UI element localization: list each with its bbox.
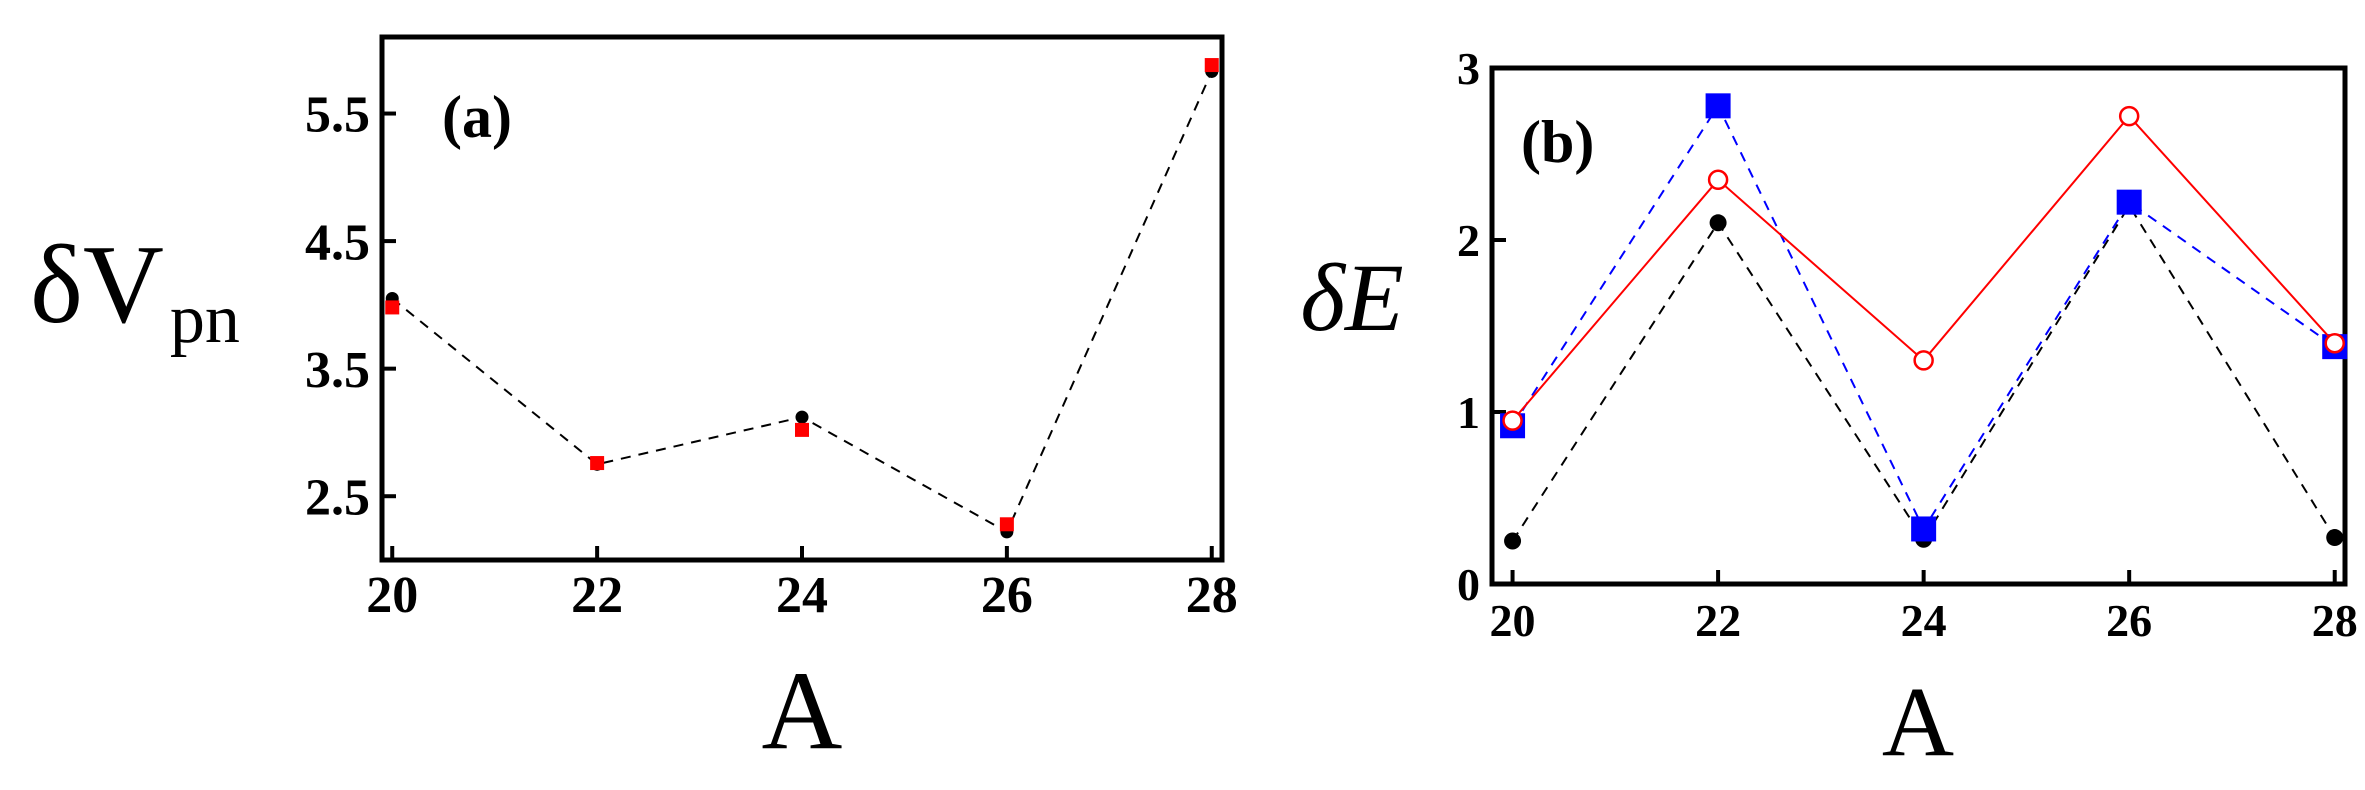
panel-b-y-tick-label: 0 <box>1457 559 1480 610</box>
panel-b-series-1-point <box>1504 532 1522 550</box>
panel-a-x-tick-label: 28 <box>1186 567 1238 624</box>
panel-b-series-1-line <box>1511 203 2336 542</box>
panel-a-series-2-point <box>795 422 809 437</box>
panel-b-series-2-point <box>1705 93 1731 119</box>
panel-b-series-3-point <box>2324 332 2345 354</box>
panel-a-panel-label: (a) <box>442 84 512 150</box>
panel-b-y-axis-label: δE <box>1300 244 1403 351</box>
panel-b-series-3-point <box>1913 350 1934 371</box>
panel-b-series-2-line <box>1511 103 2336 532</box>
panel-b-y-tick-label: 1 <box>1457 387 1480 438</box>
panel-a-series-2-point <box>590 456 605 471</box>
panel-b-y-axis-label-main: δE <box>1300 244 1403 351</box>
panel-a-x-tick-label: 22 <box>571 567 623 624</box>
panel-a-y-tick-label: 4.5 <box>305 214 370 271</box>
panel-a-series-2-point <box>999 517 1014 532</box>
panel-a-series-2-point <box>385 300 400 315</box>
panel-b-series-1 <box>1504 197 2344 550</box>
panel-a-x-tick-label: 20 <box>366 567 418 624</box>
panel-b-series-3-point <box>2118 105 2140 127</box>
panel-b-y-tick-label: 3 <box>1457 43 1480 94</box>
panel-b-series-3-point <box>1707 169 1729 191</box>
panel-b-series-2-point <box>2116 189 2142 215</box>
panel-b-series-3-line <box>1511 114 2336 422</box>
panel-b-x-tick-label: 20 <box>1490 595 1536 646</box>
panel-b-x-tick-label: 26 <box>2106 595 2152 646</box>
panel-a-series-2 <box>385 58 1219 532</box>
panel-b-series-1-point <box>1709 214 1727 232</box>
panel-b-y-tick-label: 2 <box>1457 215 1480 266</box>
panel-b-series-2 <box>1500 93 2348 542</box>
panel-a-series-1-line <box>391 70 1213 534</box>
panel-b-plot-frame <box>1489 65 2348 587</box>
panel-a-series-2-point <box>1204 58 1219 73</box>
panel-a-x-axis-label: A <box>762 649 843 773</box>
panel-a-series-1-point <box>795 410 809 424</box>
panel-b-x-tick-label: 28 <box>2312 595 2358 646</box>
panel-b-series-3 <box>1502 105 2345 431</box>
panel-b-x-tick-label: 24 <box>1901 595 1947 646</box>
panel-a-y-axis-label: δVpn <box>30 223 240 358</box>
panel-a-y-axis-label-subscript: pn <box>170 281 240 358</box>
panel-b-series-1-point <box>2326 529 2344 547</box>
panel-b-x-axis-label: A <box>1882 666 1954 777</box>
panel-b-x-tick-label: 22 <box>1695 595 1741 646</box>
panel-b-series-3-point <box>1502 410 1523 431</box>
panel-a-y-tick-label: 2.5 <box>305 469 370 526</box>
panel-a-y-axis-label-main: δV <box>30 223 164 347</box>
panel-b-series-2-point <box>1911 516 1937 542</box>
panel-b-panel-label: (b) <box>1521 109 1594 175</box>
panel-a-x-tick-label: 26 <box>981 567 1033 624</box>
panel-a-y-tick-label: 3.5 <box>305 342 370 399</box>
panel-a-y-tick-label: 5.5 <box>305 87 370 144</box>
panel-a-x-tick-label: 24 <box>776 567 828 624</box>
panel-b-chart: 20 22 24 26 28 0 1 2 3 AδE (b) <box>1300 43 2357 777</box>
